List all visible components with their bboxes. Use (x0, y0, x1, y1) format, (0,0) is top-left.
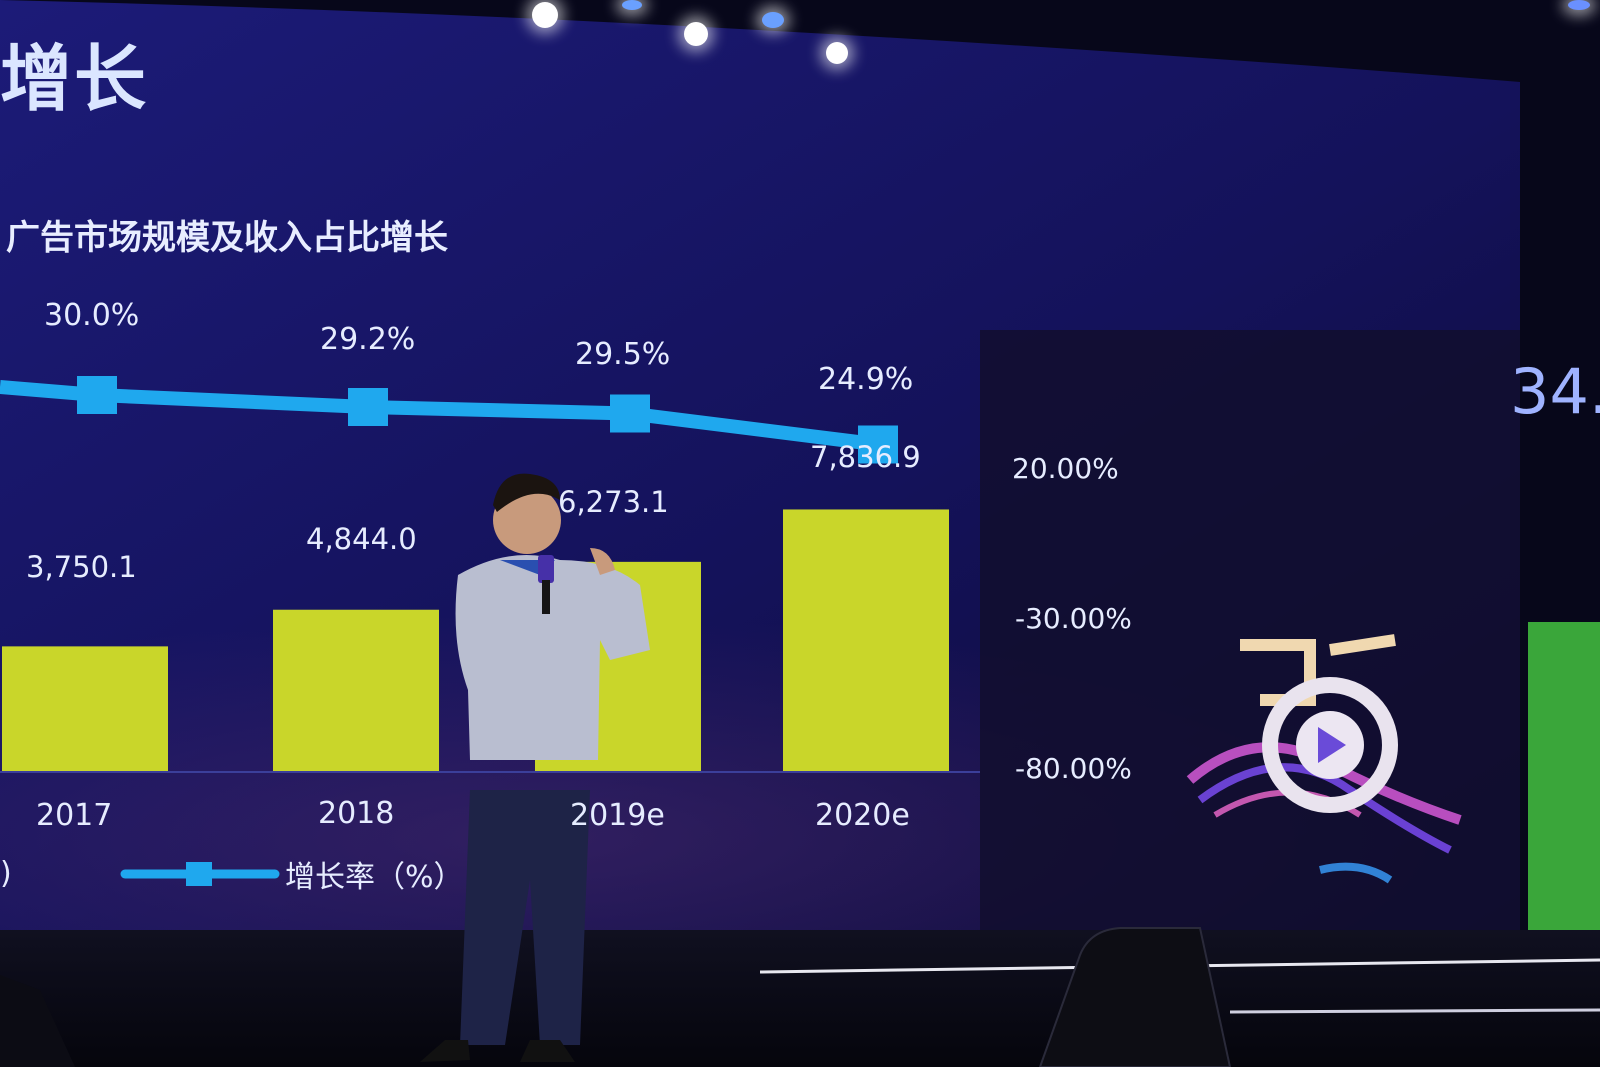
presenter (420, 473, 650, 1062)
rate-label: 30.0% (44, 298, 140, 333)
bar-value-label: 6,273.1 (558, 485, 669, 519)
bar-value-label: 7,836.9 (810, 440, 921, 474)
right-screen-fragment: 34. (1510, 355, 1600, 428)
bar (783, 509, 949, 772)
rate-label: 29.5% (575, 337, 671, 372)
rate-line-series (0, 376, 898, 464)
x-axis-tick: 2019e (570, 798, 665, 833)
rate-point (610, 394, 650, 433)
bar-value-label: 4,844.0 (306, 522, 417, 556)
ceiling-light (826, 42, 848, 64)
ceiling-light (532, 2, 558, 28)
rate-point (348, 388, 388, 426)
bar-series (2, 509, 949, 772)
rate-point (858, 425, 898, 464)
green-side-screen (1528, 622, 1600, 930)
ceiling-lights (0, 0, 1600, 64)
ceiling-light (762, 12, 784, 28)
slide-title: 增长 (0, 37, 149, 121)
legend-label: 增长率（%） (285, 860, 464, 895)
event-logo (1186, 634, 1462, 884)
stage-monitor-speaker (0, 927, 1232, 1067)
x-axis-tick: 2018 (318, 796, 395, 831)
screen-right-panel (980, 330, 1520, 930)
rate-label: 24.9% (818, 362, 914, 397)
legend-fragment: ) (0, 856, 12, 891)
bar (2, 646, 168, 772)
bar-value-label: 3,750.1 (26, 550, 137, 584)
right-axis-tick: 20.00% (1012, 452, 1119, 485)
rate-label: 29.2% (320, 322, 416, 357)
ceiling-light (622, 0, 642, 10)
x-axis-tick: 2020e (815, 798, 910, 833)
right-axis-tick: -80.00% (1015, 752, 1132, 785)
slide-subtitle: 广告市场规模及收入占比增长 (6, 218, 448, 258)
legend-line-swatch (120, 862, 280, 886)
right-axis-tick: -30.00% (1015, 602, 1132, 635)
ceiling-light (1568, 0, 1590, 10)
bar (273, 609, 439, 772)
ceiling-light (684, 22, 708, 46)
x-axis-tick: 2017 (36, 798, 113, 833)
stage-floor (0, 930, 1600, 1067)
rate-point (77, 376, 117, 414)
